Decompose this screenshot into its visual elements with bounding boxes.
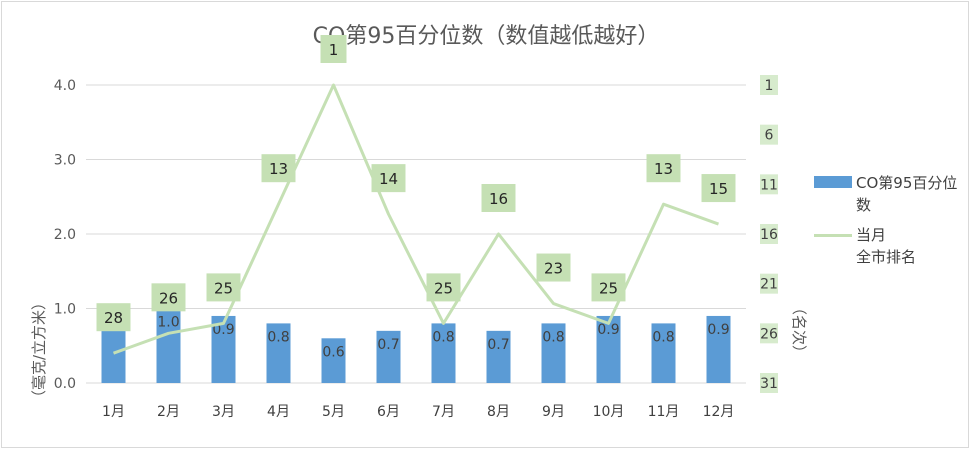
y2-tick-box	[760, 224, 778, 244]
x-tick-label: 1月	[102, 404, 125, 420]
line-data-label: 1	[329, 41, 339, 59]
x-tick-label: 3月	[212, 404, 235, 420]
y2-tick-label: 21	[760, 277, 778, 293]
line-data-label-box	[481, 184, 516, 212]
x-tick-label: 11月	[648, 404, 680, 420]
bar	[486, 330, 511, 383]
legend-swatch-line	[814, 234, 852, 237]
bar-data-label: 0.6	[322, 344, 344, 360]
y2-tick-label: 31	[760, 376, 778, 392]
legend-label-bar-line2: 数	[856, 196, 872, 214]
line-data-label-box	[320, 35, 347, 63]
y2-tick-label: 6	[765, 128, 774, 144]
line-data-label: 25	[599, 279, 618, 297]
y2-tick-box	[760, 273, 778, 294]
y2-tick-box	[760, 75, 778, 95]
x-tick-label: 6月	[377, 404, 400, 420]
line-data-label-box	[426, 273, 461, 302]
bar-data-label: 0.7	[487, 337, 509, 353]
y2-axis-title: （名次）	[790, 300, 808, 360]
bar-data-label: 0.8	[542, 329, 564, 345]
y-tick-label: 2.0	[54, 227, 76, 243]
line-data-label: 13	[269, 160, 288, 178]
x-tick-label: 9月	[542, 404, 565, 420]
bar-data-label: 0.9	[597, 322, 619, 338]
y2-tick-box	[760, 174, 778, 195]
y2-tick-label: 11	[760, 177, 778, 193]
x-tick-label: 8月	[487, 404, 510, 420]
legend: CO第95百分位 数 当月 全市排名	[812, 172, 972, 268]
y-tick-label: 0.0	[54, 376, 76, 392]
y-tick-label: 1.0	[54, 302, 76, 318]
bar	[651, 323, 676, 383]
x-tick-label: 2月	[157, 404, 180, 420]
line-data-label: 16	[489, 190, 508, 208]
chart-title: CO第95百分位数（数值越低越好）	[312, 24, 660, 49]
bar	[596, 315, 621, 383]
line-data-label: 25	[214, 279, 233, 297]
x-tick-label: 7月	[432, 404, 455, 420]
line-data-label-box	[646, 154, 681, 183]
bar	[706, 315, 731, 383]
line-data-label-box	[261, 154, 296, 183]
y2-tick-box	[760, 373, 778, 393]
line-data-label-box	[96, 303, 131, 332]
legend-label-line-line2: 全市排名	[856, 248, 917, 266]
line-data-label: 13	[654, 160, 673, 178]
line-data-label: 23	[544, 260, 563, 278]
line-data-label: 14	[379, 170, 398, 188]
y2-tick-box	[760, 323, 778, 344]
x-tick-label: 4月	[267, 404, 290, 420]
y-axis-title: （毫克/立方米）	[30, 295, 48, 405]
line-data-label: 26	[159, 289, 178, 307]
bar	[541, 323, 566, 383]
bar	[321, 338, 346, 383]
bar-data-label: 1.0	[157, 315, 179, 331]
bar	[266, 323, 291, 383]
legend-label-line-line1: 当月	[856, 226, 887, 244]
bar-data-label: 0.8	[267, 329, 289, 345]
y2-tick-label: 16	[760, 227, 778, 243]
bar-data-label: 0.9	[707, 322, 729, 338]
legend-item-bar: CO第95百分位 数	[812, 172, 972, 216]
line-data-label-box	[371, 164, 406, 193]
line-data-label: 15	[709, 180, 728, 198]
y2-tick-box	[760, 124, 778, 145]
line-data-label-box	[536, 253, 571, 282]
bar-data-label: 0.9	[212, 322, 234, 338]
line-data-label-box	[701, 174, 736, 203]
bar	[431, 323, 456, 383]
line-series	[112, 83, 720, 355]
line-data-label: 28	[104, 309, 123, 327]
bar	[156, 308, 181, 383]
x-tick-label: 5月	[322, 404, 345, 420]
bar-data-label: 0.7	[377, 337, 399, 353]
legend-item-line: 当月 全市排名	[812, 224, 972, 268]
bar-data-label: 0.8	[652, 329, 674, 345]
y-tick-label: 3.0	[54, 153, 76, 169]
bar-data-label: 0.8	[432, 329, 454, 345]
line-data-label: 25	[434, 279, 453, 297]
bar	[211, 315, 236, 383]
y2-tick-label: 26	[760, 326, 778, 342]
legend-label-bar-line1: CO第95百分位	[856, 174, 958, 192]
line-data-label-box	[151, 283, 186, 312]
x-tick-label: 12月	[703, 404, 735, 420]
bar	[376, 330, 401, 383]
legend-swatch-bar	[814, 176, 852, 188]
y2-tick-label: 1	[765, 78, 774, 94]
line-data-label-box	[206, 273, 241, 302]
y-tick-label: 4.0	[54, 78, 76, 94]
x-tick-label: 10月	[593, 404, 625, 420]
line-data-label-box	[591, 273, 626, 302]
